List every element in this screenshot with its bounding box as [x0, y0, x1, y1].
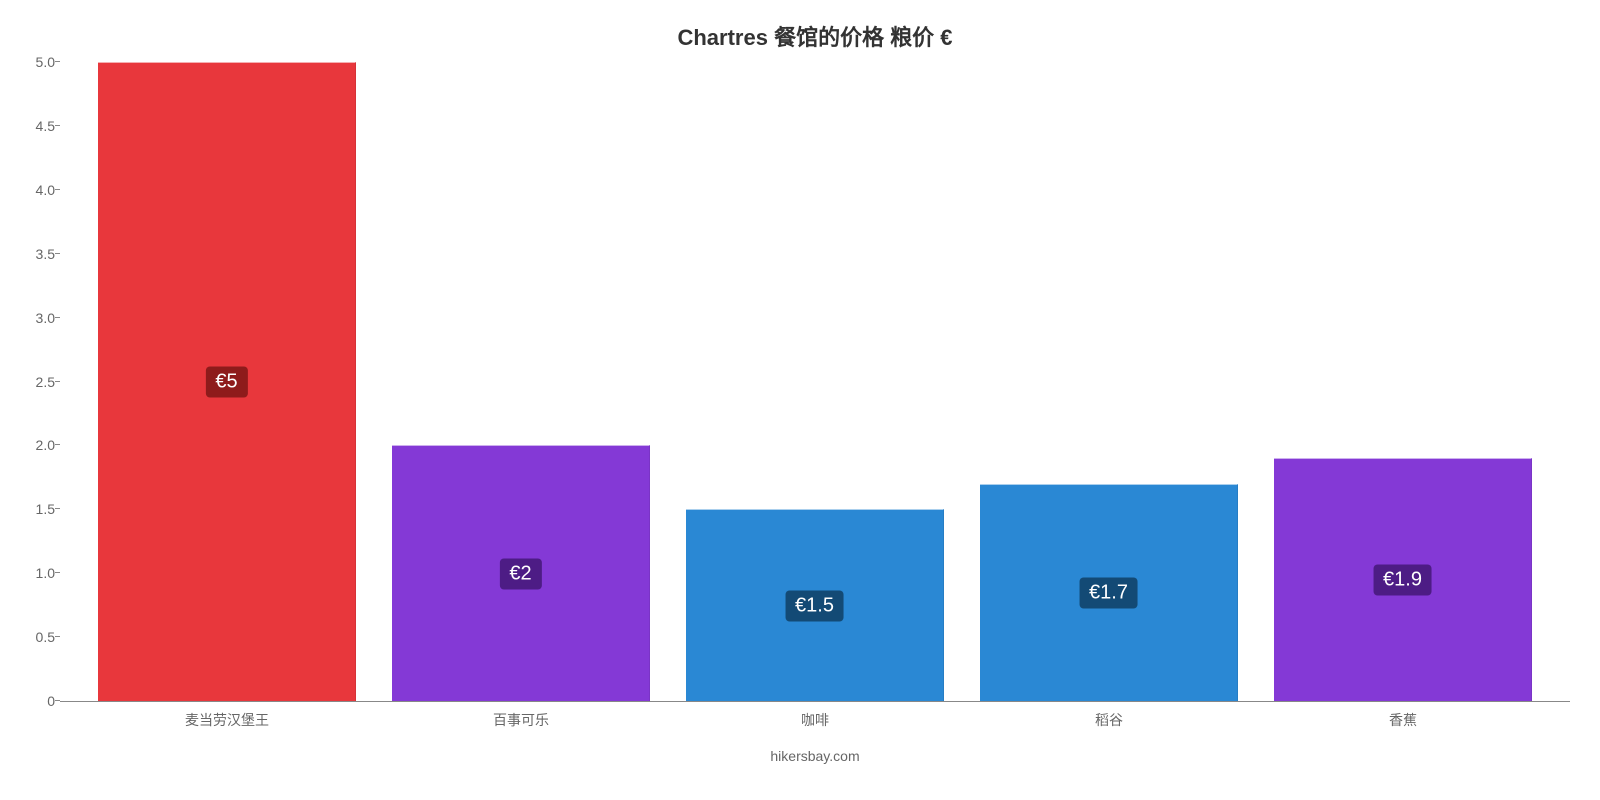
bar-slot: €2	[374, 62, 668, 701]
y-tick-label: 4.0	[20, 182, 55, 198]
x-axis-label: 咖啡	[668, 710, 962, 730]
y-tick-mark	[55, 125, 60, 126]
y-tick-mark	[55, 189, 60, 190]
bar-slot: €1.7	[962, 62, 1256, 701]
y-tick-mark	[55, 317, 60, 318]
x-axis-label: 稻谷	[962, 710, 1256, 730]
bar-value-label: €1.7	[1079, 577, 1138, 608]
y-tick-mark	[55, 444, 60, 445]
bar-value-label: €5	[205, 367, 247, 398]
bar: €1.5	[686, 509, 945, 701]
y-tick-label: 0	[20, 693, 55, 709]
y-tick-label: 5.0	[20, 54, 55, 70]
bar: €1.7	[980, 484, 1239, 701]
y-tick-label: 0.5	[20, 629, 55, 645]
y-tick-mark	[55, 700, 60, 701]
bar: €5	[98, 62, 357, 701]
bar: €2	[392, 445, 651, 701]
y-tick-mark	[55, 381, 60, 382]
bar-value-label: €2	[499, 558, 541, 589]
bar-value-label: €1.9	[1373, 565, 1432, 596]
x-axis-label: 百事可乐	[374, 710, 668, 730]
credit-text: hikersbay.com	[60, 748, 1570, 764]
bar-slot: €1.9	[1256, 62, 1550, 701]
y-tick-label: 3.5	[20, 246, 55, 262]
y-tick-label: 2.5	[20, 374, 55, 390]
y-tick-mark	[55, 636, 60, 637]
y-tick-label: 4.5	[20, 118, 55, 134]
bars-container: €5 €2 €1.5 €1.7 €1.9	[60, 62, 1570, 701]
bar: €1.9	[1274, 458, 1533, 701]
price-bar-chart: Chartres 餐馆的价格 粮价 € €5 €2 €1.5 €1.7 €1.9 0 0.…	[0, 0, 1600, 800]
x-axis-label: 麦当劳汉堡王	[80, 710, 374, 730]
y-tick-mark	[55, 572, 60, 573]
x-axis-labels: 麦当劳汉堡王百事可乐咖啡稻谷香蕉	[60, 702, 1570, 730]
bar-slot: €1.5	[668, 62, 962, 701]
y-tick-label: 1.0	[20, 565, 55, 581]
y-tick-mark	[55, 61, 60, 62]
y-tick-mark	[55, 508, 60, 509]
y-tick-mark	[55, 253, 60, 254]
plot-area: €5€2€1.5€1.7€1.9 00.51.01.52.02.53.03.54…	[60, 62, 1570, 702]
y-tick-label: 3.0	[20, 310, 55, 326]
chart-title: Chartres 餐馆的价格 粮价 €	[60, 20, 1570, 52]
x-axis-label: 香蕉	[1256, 710, 1550, 730]
y-tick-label: 2.0	[20, 437, 55, 453]
bar-slot: €5	[80, 62, 374, 701]
bar-value-label: €1.5	[785, 590, 844, 621]
y-tick-label: 1.5	[20, 501, 55, 517]
